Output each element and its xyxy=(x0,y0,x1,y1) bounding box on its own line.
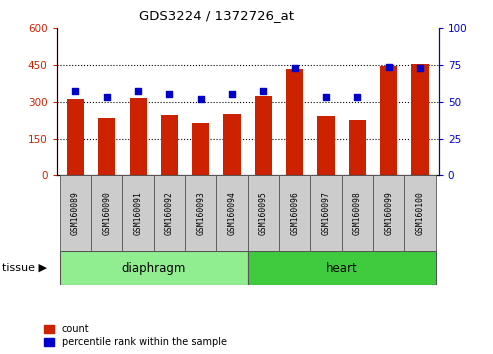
Point xyxy=(103,95,111,100)
Text: GSM160089: GSM160089 xyxy=(71,192,80,235)
Text: heart: heart xyxy=(326,262,357,275)
Bar xyxy=(130,98,147,175)
Text: GSM160095: GSM160095 xyxy=(259,192,268,235)
FancyBboxPatch shape xyxy=(185,175,216,251)
Text: GDS3224 / 1372726_at: GDS3224 / 1372726_at xyxy=(140,9,294,22)
Point xyxy=(134,88,142,94)
Bar xyxy=(67,99,84,175)
Point xyxy=(228,92,236,97)
Point xyxy=(322,95,330,100)
Text: GSM160092: GSM160092 xyxy=(165,192,174,235)
Point xyxy=(197,96,205,102)
FancyBboxPatch shape xyxy=(248,251,436,285)
Bar xyxy=(286,69,303,175)
Point xyxy=(71,88,79,94)
Bar xyxy=(161,115,178,175)
FancyBboxPatch shape xyxy=(216,175,248,251)
FancyBboxPatch shape xyxy=(122,175,154,251)
Text: GSM160091: GSM160091 xyxy=(134,192,142,235)
Text: GSM160099: GSM160099 xyxy=(384,192,393,235)
Point xyxy=(416,65,424,71)
Point xyxy=(385,64,392,69)
FancyBboxPatch shape xyxy=(311,175,342,251)
FancyBboxPatch shape xyxy=(373,175,404,251)
Text: GSM160090: GSM160090 xyxy=(103,192,111,235)
Bar xyxy=(317,116,335,175)
Text: GSM160096: GSM160096 xyxy=(290,192,299,235)
Bar xyxy=(255,96,272,175)
Bar xyxy=(192,122,210,175)
FancyBboxPatch shape xyxy=(154,175,185,251)
Text: GSM160093: GSM160093 xyxy=(196,192,205,235)
Bar xyxy=(223,114,241,175)
Bar xyxy=(98,118,115,175)
Text: GSM160100: GSM160100 xyxy=(416,192,424,235)
FancyBboxPatch shape xyxy=(91,175,122,251)
Text: GSM160098: GSM160098 xyxy=(353,192,362,235)
Bar xyxy=(349,120,366,175)
Text: GSM160094: GSM160094 xyxy=(228,192,237,235)
Bar xyxy=(380,66,397,175)
Point xyxy=(353,95,361,100)
Text: GSM160097: GSM160097 xyxy=(321,192,330,235)
Point xyxy=(291,65,299,71)
FancyBboxPatch shape xyxy=(248,175,279,251)
Bar xyxy=(411,64,428,175)
FancyBboxPatch shape xyxy=(60,251,248,285)
FancyBboxPatch shape xyxy=(404,175,436,251)
Point xyxy=(166,92,174,97)
Point xyxy=(259,88,267,94)
FancyBboxPatch shape xyxy=(60,175,91,251)
FancyBboxPatch shape xyxy=(342,175,373,251)
Legend: count, percentile rank within the sample: count, percentile rank within the sample xyxy=(44,325,227,347)
FancyBboxPatch shape xyxy=(279,175,311,251)
Text: diaphragm: diaphragm xyxy=(122,262,186,275)
Text: tissue ▶: tissue ▶ xyxy=(2,263,47,273)
